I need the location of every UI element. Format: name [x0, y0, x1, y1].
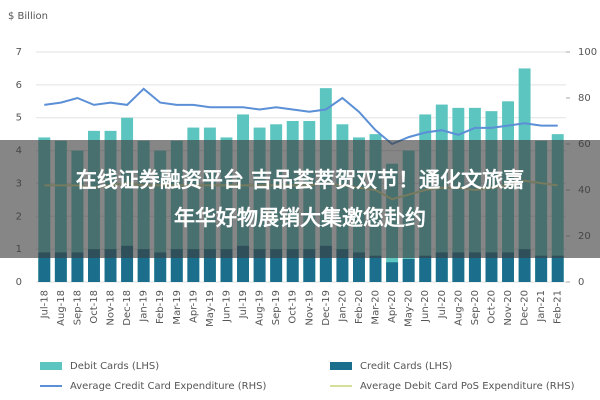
- x-tick-label: Jul-18: [39, 290, 50, 319]
- bar: [38, 252, 51, 282]
- y-tick-label: 7: [16, 47, 22, 58]
- overlay-banner: 在线证券融资平台 吉品荟萃贺双节！通化文旅嘉 年华好物展销大集邀您赴约: [0, 140, 600, 258]
- x-tick-label: Jul-19: [238, 290, 249, 319]
- x-tick-label: Mar-19: [172, 290, 183, 325]
- y2-tick-label: 100: [578, 47, 597, 58]
- bar: [187, 249, 200, 282]
- bar: [137, 249, 150, 282]
- bar: [551, 255, 564, 282]
- x-tick-label: Jan-21: [536, 290, 547, 323]
- x-tick-label: Dec-18: [122, 290, 133, 326]
- bar: [154, 252, 167, 282]
- overlay-line: 在线证券融资平台 吉品荟萃贺双节！通化文旅嘉: [75, 168, 525, 192]
- bar: [121, 245, 134, 282]
- y-tick-label: 5: [16, 113, 22, 124]
- bar: [71, 252, 84, 282]
- line: [44, 87, 558, 146]
- y-axis-label: $ Billion: [8, 11, 48, 22]
- x-tick-label: Oct-20: [486, 290, 497, 324]
- x-tick-label: Jan-20: [337, 290, 348, 323]
- bar: [319, 245, 332, 282]
- x-tick-label: Apr-19: [188, 290, 199, 323]
- x-tick-label: Mar-20: [371, 290, 382, 325]
- x-tick-label: Sep-18: [72, 290, 83, 325]
- bar: [535, 255, 548, 282]
- x-tick-label: Nov-19: [304, 290, 315, 326]
- x-tick-label: Sep-20: [470, 290, 481, 325]
- bar: [203, 249, 216, 282]
- x-tick-label: Apr-20: [387, 290, 398, 323]
- x-tick-label: Jun-19: [221, 290, 232, 323]
- bar: [220, 249, 233, 282]
- bar: [270, 249, 283, 282]
- x-tick-label: Aug-20: [453, 290, 464, 326]
- x-tick-label: Dec-20: [520, 290, 531, 326]
- x-tick-label: Oct-19: [288, 290, 299, 324]
- x-tick-label: Dec-19: [321, 290, 332, 326]
- legend-swatch: [40, 362, 62, 370]
- x-tick-label: Aug-19: [255, 290, 266, 326]
- bar: [502, 252, 514, 282]
- x-tick-label: Feb-21: [553, 290, 564, 324]
- bar: [518, 249, 531, 282]
- x-tick-label: Nov-18: [106, 290, 117, 326]
- bar: [54, 252, 67, 282]
- x-tick-label: Jul-20: [437, 290, 448, 319]
- bar: [336, 249, 349, 282]
- x-tick-label: Jun-20: [420, 290, 431, 323]
- legend-label: Average Debit Card PoS Expenditure (RHS): [360, 381, 575, 392]
- y-tick-label: 6: [16, 80, 22, 91]
- x-tick-label: Jan-19: [139, 290, 150, 323]
- bar: [286, 249, 299, 282]
- y-tick-label: 0: [16, 277, 22, 288]
- x-tick-label: Feb-19: [155, 290, 166, 324]
- bar: [253, 249, 266, 282]
- x-tick-label: May-20: [404, 290, 415, 327]
- y2-tick-label: 0: [578, 277, 584, 288]
- x-tick-label: Feb-20: [354, 290, 365, 324]
- bar: [419, 255, 432, 282]
- bar: [485, 252, 498, 282]
- bar: [402, 259, 415, 282]
- bar: [237, 245, 249, 282]
- legend-label: Debit Cards (LHS): [70, 361, 159, 372]
- x-tick-label: Aug-18: [56, 290, 67, 326]
- bar: [435, 252, 448, 282]
- bar: [303, 249, 316, 282]
- bar: [452, 252, 465, 282]
- bar: [104, 249, 117, 282]
- bar: [468, 252, 481, 282]
- x-tick-label: Sep-19: [271, 290, 282, 325]
- y2-tick-label: 80: [578, 93, 591, 104]
- x-tick-label: Oct-18: [89, 290, 100, 324]
- bar: [369, 255, 382, 282]
- bar: [88, 249, 100, 282]
- bar: [353, 252, 365, 282]
- legend-label: Average Credit Card Expenditure (RHS): [70, 381, 266, 392]
- overlay-line: 年华好物展销大集邀您赴约: [174, 206, 426, 230]
- legend-label: Credit Cards (LHS): [360, 361, 452, 372]
- legend-swatch: [330, 362, 352, 370]
- x-tick-label: May-19: [205, 290, 216, 327]
- bar: [386, 262, 399, 282]
- bar: [170, 249, 183, 282]
- x-tick-label: Nov-20: [503, 290, 514, 326]
